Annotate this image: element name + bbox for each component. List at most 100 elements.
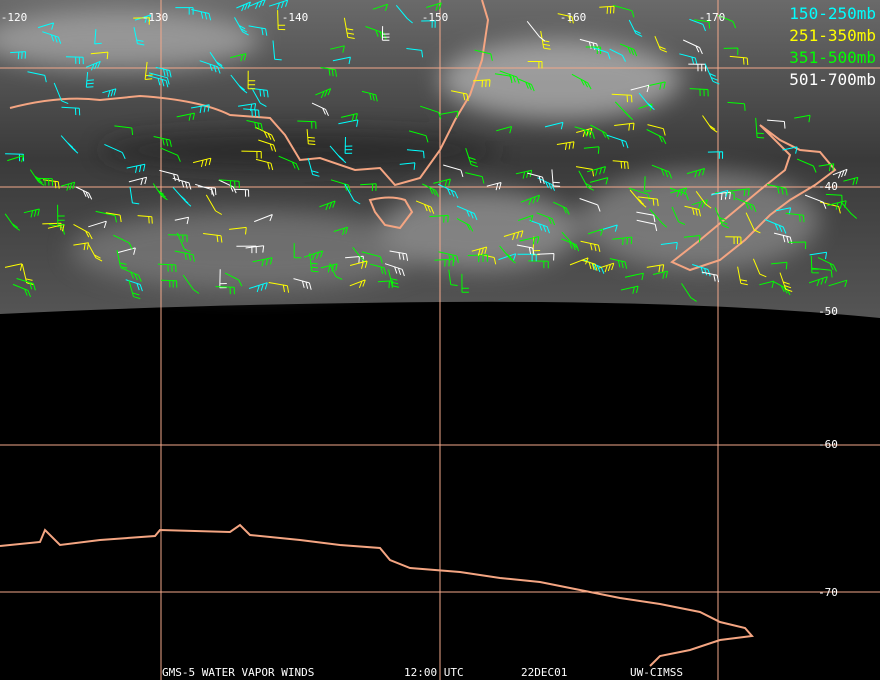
- wind-barb: [527, 61, 543, 69]
- wind-barb: [372, 3, 389, 11]
- wind-barb: [649, 208, 668, 228]
- wind-barb: [465, 148, 479, 168]
- wind-barb: [438, 251, 459, 263]
- longitude-label: -160: [560, 11, 587, 24]
- wind-barb: [238, 103, 257, 112]
- wind-barb: [729, 55, 749, 66]
- wind-barb: [360, 183, 377, 192]
- wind-barb: [684, 205, 701, 217]
- wind-barb: [88, 220, 107, 229]
- wind-barbs: [4, 0, 859, 302]
- wind-barb: [689, 88, 709, 97]
- wind-barb: [332, 56, 351, 65]
- wind-barb: [192, 157, 212, 168]
- coastlines: [0, 0, 837, 667]
- wind-barb: [35, 177, 54, 186]
- wind-barb: [408, 130, 429, 143]
- wind-barb: [670, 187, 687, 197]
- wind-barb: [422, 183, 439, 197]
- wind-barb: [638, 92, 655, 110]
- wind-barb: [272, 40, 282, 61]
- wind-barb: [426, 2, 442, 11]
- wind-barb: [53, 82, 69, 105]
- wind-barb: [73, 242, 89, 251]
- wind-barb: [102, 88, 117, 98]
- wind-barb: [199, 60, 221, 74]
- wind-barb: [811, 267, 833, 278]
- wind-barb: [581, 259, 598, 271]
- wind-barb: [717, 15, 737, 29]
- wind-barb: [818, 163, 835, 172]
- wind-barb: [152, 183, 168, 201]
- legend-entry: 501-700mb: [789, 70, 876, 89]
- legend: 150-250mb 251-350mb 351-500mb 501-700mb: [789, 4, 876, 89]
- wind-barb: [456, 205, 478, 221]
- wind-barb: [389, 250, 409, 261]
- longitude-label: -120: [1, 11, 28, 24]
- wind-barb: [809, 251, 828, 260]
- wind-barb: [704, 63, 720, 85]
- wind-barb: [465, 172, 485, 184]
- wind-barb: [172, 177, 192, 190]
- wind-barb: [250, 87, 269, 98]
- wind-barb: [230, 74, 248, 94]
- wind-barb: [167, 234, 188, 243]
- wind-barb: [804, 194, 827, 209]
- wind-barb: [241, 150, 262, 159]
- wind-barb: [252, 89, 267, 108]
- wind-barb: [467, 254, 489, 263]
- wind-barb: [406, 48, 424, 58]
- wind-barb: [580, 240, 601, 253]
- wind-barb: [254, 126, 276, 142]
- wind-barb: [338, 119, 359, 127]
- wind-barb: [329, 145, 347, 164]
- wind-barb: [614, 101, 634, 121]
- wind-barb: [7, 155, 25, 163]
- wind-barb: [191, 9, 212, 21]
- wind-barb: [157, 263, 177, 273]
- wind-barb: [587, 228, 604, 236]
- wind-barb: [230, 53, 247, 62]
- wind-barb: [85, 71, 94, 88]
- wind-barb: [234, 188, 250, 197]
- wind-barb: [248, 25, 268, 36]
- wind-barb: [307, 157, 320, 177]
- wind-barb: [429, 214, 449, 223]
- footer-source: UW-CIMSS: [630, 666, 683, 679]
- wind-barb: [293, 243, 302, 259]
- wind-barb: [461, 273, 469, 293]
- wind-barb: [448, 269, 458, 286]
- longitude-label: -150: [422, 11, 449, 24]
- wind-barb: [125, 279, 143, 292]
- wind-barb: [729, 188, 750, 197]
- wind-barb: [817, 257, 837, 272]
- wind-barb: [755, 117, 765, 139]
- wind-barb: [415, 200, 435, 214]
- wind-barb: [229, 226, 247, 235]
- wind-barb: [10, 51, 27, 60]
- wind-barb: [553, 201, 570, 215]
- legend-entry: 150-250mb: [789, 4, 876, 23]
- wind-barb: [583, 146, 600, 154]
- wind-barb: [671, 206, 686, 225]
- wind-barb: [315, 88, 332, 99]
- wind-barb: [148, 72, 170, 85]
- wind-barb: [61, 106, 81, 116]
- wind-barb: [723, 47, 739, 56]
- wind-barb: [644, 176, 652, 192]
- wind-barb: [203, 233, 223, 243]
- wind-barb: [686, 168, 705, 178]
- wind-barb: [681, 283, 697, 302]
- wind-barb: [496, 126, 513, 134]
- wind-barb: [439, 110, 459, 119]
- wind-barb: [421, 20, 436, 28]
- wind-barb: [278, 155, 300, 171]
- wind-barb: [529, 219, 550, 234]
- wind-barb: [808, 276, 828, 287]
- wind-barb: [12, 283, 31, 297]
- wind-barb: [725, 236, 742, 245]
- wind-barb: [219, 269, 227, 289]
- wind-barb: [268, 0, 289, 10]
- wind-barb: [764, 219, 787, 234]
